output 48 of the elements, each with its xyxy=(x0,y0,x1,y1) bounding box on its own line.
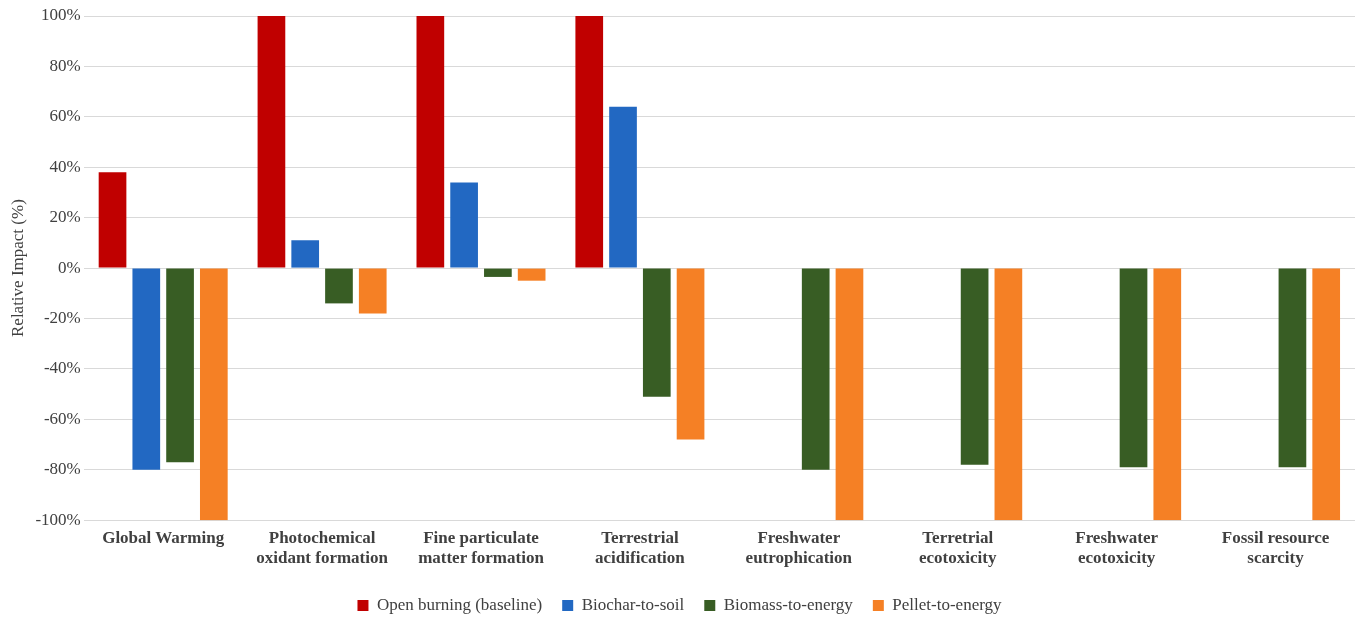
legend-label: Open burning (baseline) xyxy=(376,594,543,614)
y-tick-label: 80% xyxy=(49,55,81,75)
bar xyxy=(199,268,228,521)
y-tick-label: 40% xyxy=(49,156,81,176)
bar xyxy=(325,268,353,304)
x-tick-label: Freshwater ecotoxicity xyxy=(1075,527,1159,568)
bar xyxy=(801,268,830,470)
y-axis-title: Relative Impact (%) xyxy=(7,199,27,338)
legend-label: Biochar-to-soil xyxy=(581,594,685,614)
y-tick-label: -20% xyxy=(43,307,81,327)
bar xyxy=(132,268,161,470)
bar xyxy=(517,268,546,281)
bar xyxy=(1153,268,1182,521)
bar xyxy=(676,268,705,440)
bar xyxy=(484,268,512,277)
y-tick-label: -40% xyxy=(43,358,81,378)
y-tick-label: 20% xyxy=(49,207,81,227)
y-tick-label: 0% xyxy=(58,257,81,277)
bar xyxy=(358,268,387,314)
x-tick-label: Fossil resource scarcity xyxy=(1221,527,1330,568)
x-tick-label: Terretrial ecotoxicity xyxy=(919,527,997,568)
bar xyxy=(98,172,127,268)
y-tick-label: 100% xyxy=(41,5,81,25)
bar xyxy=(257,16,286,268)
x-tick-label: Terrestrial acidification xyxy=(595,527,686,568)
x-tick-label: Freshwater eutrophication xyxy=(745,527,853,568)
x-tick-label: Global Warming xyxy=(102,527,225,547)
x-tick-label: Photochemical oxidant formation xyxy=(256,527,389,568)
y-tick-label: -100% xyxy=(35,509,81,529)
bar xyxy=(609,106,637,268)
x-tick-label: Fine particulate matter formation xyxy=(418,527,545,568)
bar xyxy=(642,268,671,397)
bar xyxy=(1119,268,1148,468)
y-tick-label: -80% xyxy=(43,459,81,479)
y-tick-label: 60% xyxy=(49,106,81,126)
bar xyxy=(1278,268,1307,468)
bar xyxy=(450,182,478,268)
bar xyxy=(960,268,989,465)
legend-label: Pellet-to-energy xyxy=(892,594,1003,614)
bar xyxy=(416,16,445,268)
bar xyxy=(1312,268,1341,521)
bar xyxy=(835,268,864,521)
bar xyxy=(994,268,1023,521)
bar xyxy=(575,16,604,268)
legend-label: Biomass-to-energy xyxy=(723,594,854,614)
y-tick-label: -60% xyxy=(43,408,81,428)
bar xyxy=(166,268,194,463)
bar xyxy=(291,240,320,268)
